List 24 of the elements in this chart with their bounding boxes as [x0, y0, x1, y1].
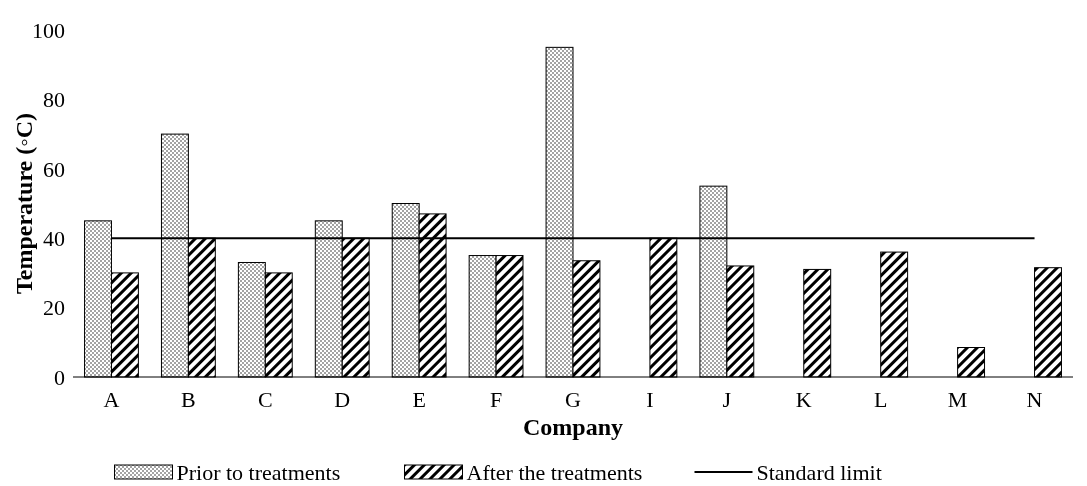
legend-label: Standard limit — [756, 459, 882, 485]
legend-label: After the treatments — [466, 459, 643, 485]
x-tick-label: N — [1026, 387, 1043, 412]
x-tick-label: E — [412, 387, 426, 412]
x-tick-label: J — [722, 387, 732, 412]
x-tick-label: L — [873, 387, 888, 412]
x-tick-label: K — [795, 387, 812, 412]
legend-label: Prior to treatments — [176, 459, 341, 485]
x-tick-label: G — [565, 387, 582, 412]
x-tick-label: D — [334, 387, 351, 412]
x-tick-label: B — [181, 387, 196, 412]
x-axis-title: Company — [522, 414, 624, 440]
x-tick-label: C — [257, 387, 273, 412]
y-tick-label: 0 — [54, 364, 65, 390]
y-tick-label: 20 — [43, 295, 65, 321]
y-tick-label: 60 — [43, 156, 65, 182]
x-tick-label: M — [947, 387, 968, 412]
x-tick-label: A — [103, 387, 120, 412]
x-tick-label: I — [646, 387, 654, 412]
y-axis-title: Temperature (◦C) — [11, 112, 37, 295]
y-tick-label: 40 — [43, 225, 65, 251]
y-tick-label: 80 — [43, 87, 65, 113]
y-tick-label: 100 — [32, 17, 65, 43]
x-tick-label: F — [489, 387, 503, 412]
